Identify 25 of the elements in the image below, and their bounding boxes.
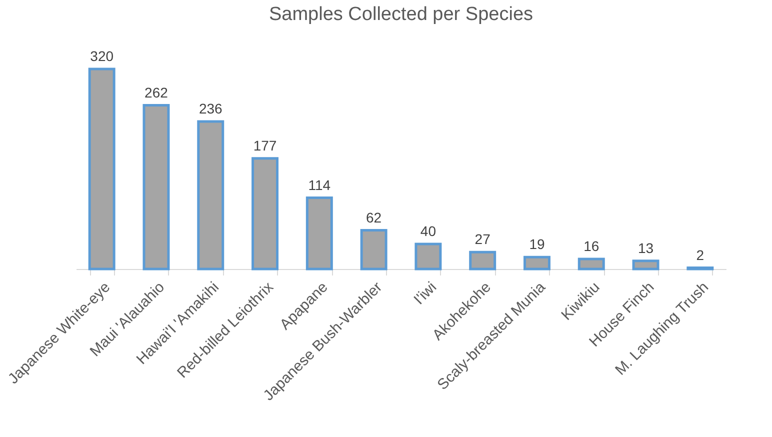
data-label: 13 xyxy=(638,240,654,256)
bar xyxy=(197,120,224,270)
data-label: 262 xyxy=(144,84,168,100)
bar xyxy=(306,196,333,270)
bar xyxy=(523,256,550,270)
data-label: 40 xyxy=(420,223,436,239)
bar xyxy=(142,104,170,270)
bar xyxy=(88,68,116,270)
chart-title: Samples Collected per Species xyxy=(268,4,534,25)
data-label: 320 xyxy=(90,48,114,64)
x-tick-label: I'iwi xyxy=(410,278,440,308)
data-label: 27 xyxy=(474,231,491,248)
data-label: 2 xyxy=(696,246,704,263)
bar xyxy=(578,258,605,270)
data-label: 236 xyxy=(198,100,223,116)
bar xyxy=(252,157,279,270)
data-label: 177 xyxy=(253,137,277,154)
data-label: 114 xyxy=(308,176,331,193)
bar xyxy=(469,250,496,270)
data-label: 16 xyxy=(584,238,600,254)
bar xyxy=(414,242,442,270)
bar xyxy=(632,260,660,270)
data-label: 19 xyxy=(529,236,545,252)
bar xyxy=(360,229,388,270)
data-label: 62 xyxy=(366,209,382,226)
